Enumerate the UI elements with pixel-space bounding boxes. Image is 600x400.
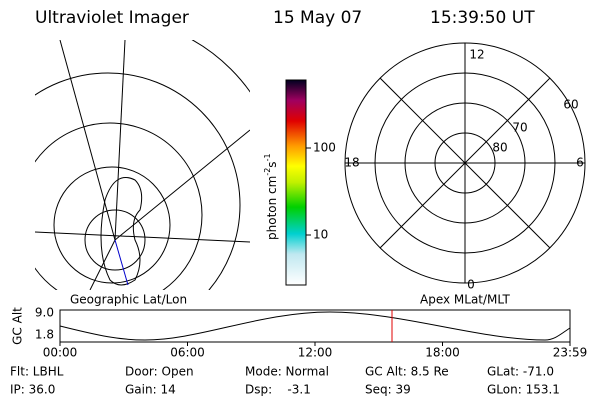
colorbar (285, 79, 307, 286)
unit: s (265, 161, 279, 167)
exp: -2 (263, 168, 272, 176)
info-field: Mode: Normal (245, 365, 329, 379)
orbit-x-tick-label: 23:59 (553, 346, 588, 360)
orbit-x-tick-label: 06:00 (170, 346, 205, 360)
time: 15:39:50 UT (430, 8, 535, 28)
orbit-y-tick: 1.8 (35, 328, 54, 342)
mlat-label: 70 (512, 121, 527, 135)
info-field: Seq: 39 (365, 383, 411, 397)
orbit-y-tick: 9.0 (35, 306, 54, 320)
mlt-label: 18 (344, 156, 359, 170)
info-field: IP: 36.0 (10, 383, 55, 397)
mlat-label: 60 (563, 98, 578, 112)
info-field: Flt: LBHL (10, 365, 64, 379)
orbit-x-tick-label: 00:00 (43, 346, 78, 360)
mlat-label: 80 (492, 141, 507, 155)
orbit-x-tick-label: 18:00 (425, 346, 460, 360)
date: 15 May 07 (273, 8, 362, 28)
mlt-label: 12 (469, 48, 484, 62)
colorbar-tick: 100 (313, 141, 336, 155)
info-field: GC Alt: 8.5 Re (365, 365, 449, 379)
exp: -1 (263, 153, 272, 161)
map-caption: Geographic Lat/Lon (70, 293, 187, 307)
mlt-label: 0 (467, 278, 475, 292)
polar-grid (344, 42, 586, 284)
polar-caption: Apex MLat/MLT (420, 293, 510, 307)
info-field: GLat: -71.0 (487, 365, 554, 379)
label: photon cm (265, 176, 279, 240)
colorbar-label: photon cm-2s-1 (263, 153, 279, 240)
orbit-y-label: GC Alt (11, 307, 25, 345)
title: Ultraviolet Imager (35, 8, 189, 28)
mlt-label: 6 (576, 156, 584, 170)
colorbar-tick: 10 (313, 228, 328, 242)
info-field: Door: Open (125, 365, 194, 379)
info-field: Gain: 14 (125, 383, 176, 397)
orbit-x-tick-label: 12:00 (298, 346, 333, 360)
orbit-frame (59, 309, 571, 343)
info-field: Dsp: -3.1 (245, 383, 311, 397)
info-field: GLon: 153.1 (487, 383, 560, 397)
geo-map (35, 40, 250, 290)
orbit-curve (59, 311, 571, 341)
